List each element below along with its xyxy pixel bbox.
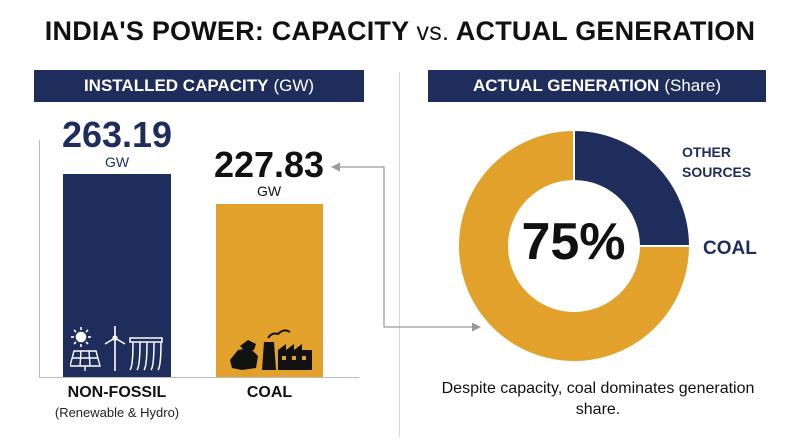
bar-chart-y-axis <box>39 140 40 378</box>
bar-chart-x-axis <box>39 377 359 378</box>
chart-title: INDIA'S POWER: CAPACITY vs. ACTUAL GENER… <box>0 16 800 47</box>
solar-panel-icon <box>69 350 101 371</box>
category-sublabel-non-fossil: (Renewable & Hydro) <box>54 405 180 420</box>
wind-turbine-icon <box>104 326 126 371</box>
renewable-icons <box>69 326 166 377</box>
connector-arrow-right <box>472 322 481 332</box>
generation-panel-header: ACTUAL GENERATION (Share) <box>428 70 766 102</box>
generation-header-label: ACTUAL GENERATION <box>472 76 660 95</box>
bar-value-non-fossil: 263.19 <box>61 114 173 155</box>
capacity-panel-header: INSTALLED CAPACITY (GW) <box>34 70 364 102</box>
category-label-non-fossil: NON-FOSSIL <box>67 384 167 401</box>
title-vs: vs. <box>416 18 450 46</box>
hydro-dam-icon <box>129 337 163 371</box>
panel-divider <box>399 72 400 437</box>
title-main: INDIA'S POWER: CAPACITY <box>44 16 409 46</box>
generation-donut-chart <box>457 128 692 363</box>
bar-value-coal: 227.83 <box>213 144 325 185</box>
bar-unit-coal: GW <box>256 183 282 199</box>
connector-line <box>334 166 478 328</box>
generation-header-unit: (Share) <box>664 76 722 95</box>
sun-icon <box>71 327 91 347</box>
slice-label-other: 25% <box>622 173 659 193</box>
caption: Despite capacity, coal dominates generat… <box>441 380 755 418</box>
power-plant-icon <box>262 329 312 370</box>
title-end: ACTUAL GENERATION <box>455 16 756 46</box>
coal-lumps-icon <box>230 340 258 370</box>
legend-coal: COAL <box>703 238 757 259</box>
category-label-coal: COAL <box>246 384 293 401</box>
donut-hole <box>508 180 640 312</box>
bar-unit-non-fossil: GW <box>104 154 130 170</box>
capacity-header-unit: (GW) <box>273 76 315 95</box>
donut-center-value: 75% <box>521 213 626 271</box>
connector-arrow-left <box>331 162 340 172</box>
bar-non-fossil <box>63 174 171 377</box>
legend-other-sources: OTHER SOURCES <box>682 144 752 180</box>
donut-slice-coal <box>457 128 692 363</box>
coal-icons <box>228 320 314 377</box>
capacity-header-label: INSTALLED CAPACITY <box>83 76 269 95</box>
